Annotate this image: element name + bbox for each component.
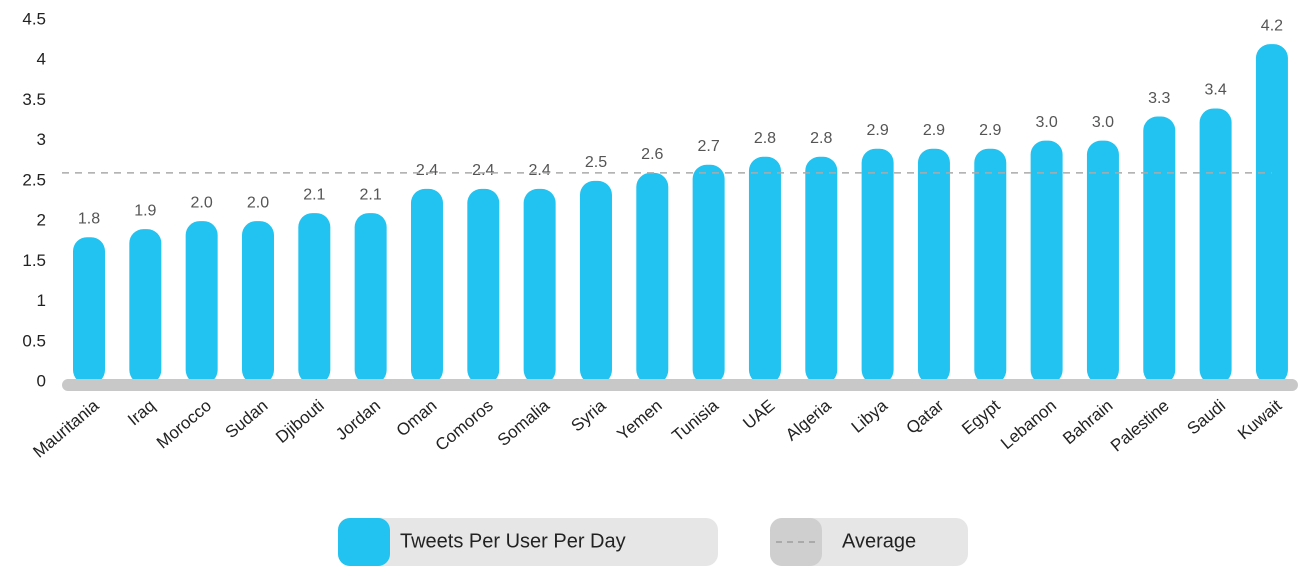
legend-swatch xyxy=(770,518,822,566)
data-label: 4.2 xyxy=(1261,17,1283,34)
x-tick-label: Kuwait xyxy=(1234,396,1286,444)
bar xyxy=(861,148,894,384)
baseline xyxy=(62,379,1298,391)
y-tick-label: 2.5 xyxy=(22,170,46,189)
bar xyxy=(354,213,387,384)
data-label: 2.9 xyxy=(923,122,945,139)
y-tick-label: 2 xyxy=(37,211,46,230)
data-label: 2.1 xyxy=(303,186,325,203)
bar xyxy=(1030,140,1063,384)
x-tick-label: Djibouti xyxy=(272,396,328,447)
data-label: 1.9 xyxy=(134,202,156,219)
data-label: 2.7 xyxy=(698,138,720,155)
data-label: 2.9 xyxy=(979,122,1001,139)
x-tick-label: Qatar xyxy=(903,396,948,438)
x-tick-label: Saudi xyxy=(1184,396,1230,439)
legend-label: Tweets Per User Per Day xyxy=(400,530,626,552)
y-tick-label: 1.5 xyxy=(22,251,46,270)
data-label: 3.0 xyxy=(1035,114,1057,131)
y-tick-label: 0.5 xyxy=(22,331,46,350)
x-tick-label: Lebanon xyxy=(997,396,1060,453)
y-tick-label: 0 xyxy=(37,371,46,390)
data-label: 2.4 xyxy=(416,162,438,179)
x-tick-label: Palestine xyxy=(1107,396,1173,456)
data-label: 2.8 xyxy=(754,130,776,147)
bar xyxy=(917,148,950,384)
bar xyxy=(636,172,669,384)
x-tick-label: Comoros xyxy=(432,396,497,455)
x-tick-label: Syria xyxy=(568,396,610,436)
x-tick-label: Iraq xyxy=(124,396,159,429)
legend-swatch xyxy=(338,518,390,566)
bar xyxy=(523,188,556,384)
x-tick-label: Yemen xyxy=(613,396,665,444)
bar xyxy=(298,213,331,384)
data-label: 2.9 xyxy=(866,122,888,139)
x-tick-label: Somalia xyxy=(494,396,554,450)
bar xyxy=(1199,108,1232,384)
x-tick-label: Tunisia xyxy=(668,396,722,446)
x-tick-label: Jordan xyxy=(332,396,384,444)
bar xyxy=(241,221,274,384)
data-label: 3.0 xyxy=(1092,114,1114,131)
bar xyxy=(129,229,162,384)
bar xyxy=(748,156,781,384)
data-label: 2.0 xyxy=(191,194,213,211)
y-tick-label: 3 xyxy=(37,130,46,149)
bar xyxy=(1086,140,1119,384)
x-tick-label: Egypt xyxy=(958,396,1004,439)
bar xyxy=(1143,116,1176,385)
data-label: 2.4 xyxy=(472,162,494,179)
data-label: 2.4 xyxy=(529,162,551,179)
bar xyxy=(410,188,443,384)
bar xyxy=(1255,44,1288,385)
data-label: 3.4 xyxy=(1204,82,1226,99)
bar xyxy=(579,180,612,384)
data-label: 1.8 xyxy=(78,210,100,227)
x-tick-label: Algeria xyxy=(782,396,835,445)
x-tick-label: Morocco xyxy=(153,396,215,452)
y-tick-label: 3.5 xyxy=(22,90,46,109)
bar xyxy=(73,237,105,384)
bar xyxy=(692,164,725,384)
legend-item xyxy=(338,518,718,566)
legend-label: Average xyxy=(842,530,916,552)
x-tick-label: Libya xyxy=(848,396,892,437)
data-label: 3.3 xyxy=(1148,90,1170,107)
bar xyxy=(805,156,838,384)
data-label: 2.6 xyxy=(641,146,663,163)
data-label: 2.8 xyxy=(810,130,832,147)
data-label: 2.0 xyxy=(247,194,269,211)
x-tick-label: UAE xyxy=(739,396,778,433)
x-tick-label: Oman xyxy=(393,396,441,440)
y-tick-label: 1 xyxy=(37,291,46,310)
bar xyxy=(467,188,500,384)
y-tick-label: 4.5 xyxy=(22,9,46,28)
data-label: 2.1 xyxy=(360,186,382,203)
x-tick-label: Mauritania xyxy=(29,396,102,462)
bar xyxy=(185,221,218,384)
x-tick-label: Sudan xyxy=(222,396,272,442)
bar xyxy=(974,148,1007,384)
y-tick-label: 4 xyxy=(37,50,46,69)
data-label: 2.5 xyxy=(585,154,607,171)
